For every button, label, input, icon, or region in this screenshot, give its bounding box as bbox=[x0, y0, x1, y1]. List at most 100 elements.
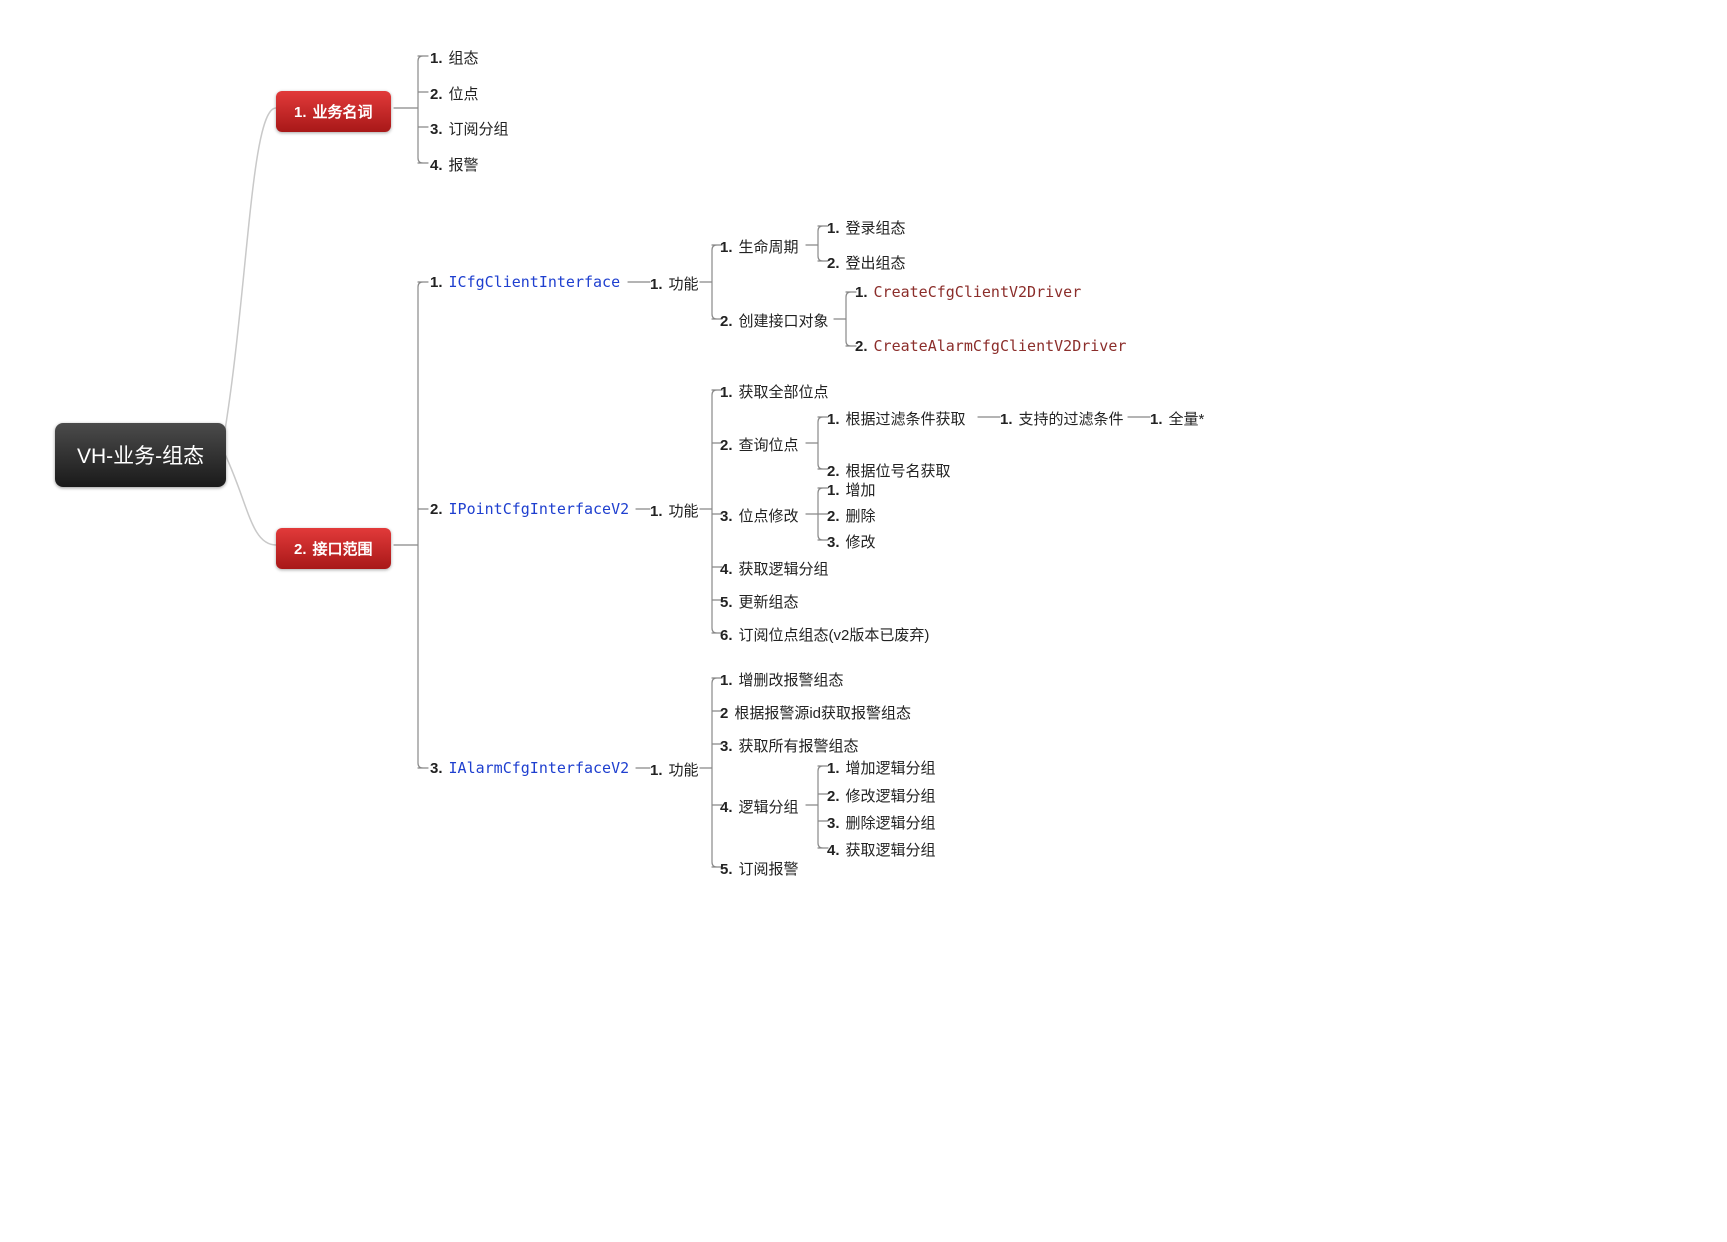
node-p2a: 1. 根据过滤条件获取 bbox=[827, 408, 966, 429]
node-p2b: 2. 根据位号名获取 bbox=[827, 460, 951, 481]
node-if2f: 1.功能 bbox=[650, 500, 699, 521]
node-num-a4a: 1. bbox=[827, 760, 840, 777]
node-num-lc: 1. bbox=[720, 239, 733, 256]
node-label-p6: 订阅位点组态(v2版本已废弃) bbox=[739, 627, 930, 644]
node-num-a4c: 3. bbox=[827, 815, 840, 832]
node-p2a1a: 1. 全量* bbox=[1150, 408, 1204, 429]
node-num-a2: 2 bbox=[720, 705, 728, 722]
node-label-p4: 获取逻辑分组 bbox=[739, 561, 829, 578]
node-label-lc2: 登出组态 bbox=[846, 255, 906, 272]
node-num-p5: 5. bbox=[720, 594, 733, 611]
node-num-p2a1: 1. bbox=[1000, 411, 1013, 428]
node-num-b2: 2. bbox=[294, 541, 307, 558]
bracket bbox=[394, 56, 428, 163]
node-num-a4d: 4. bbox=[827, 842, 840, 859]
node-label-b1c3: 订阅分组 bbox=[449, 121, 509, 138]
curve-root_out-b1_in bbox=[222, 108, 276, 448]
node-root: VH-业务-组态 bbox=[55, 423, 226, 487]
node-lc1: 1. 登录组态 bbox=[827, 217, 906, 238]
node-p5: 5.更新组态 bbox=[720, 591, 799, 612]
node-num-p3: 3. bbox=[720, 508, 733, 525]
connectors-layer bbox=[0, 0, 1727, 1242]
node-label-p3c: 修改 bbox=[846, 534, 876, 551]
node-num-a5: 5. bbox=[720, 861, 733, 878]
node-label-p3b: 删除 bbox=[846, 508, 876, 525]
node-num-cobj: 2. bbox=[720, 313, 733, 330]
bracket bbox=[700, 390, 722, 633]
node-num-if1f: 1. bbox=[650, 276, 663, 293]
node-a5: 5.订阅报警 bbox=[720, 858, 799, 879]
node-if1: 1. ICfgClientInterface bbox=[430, 273, 620, 291]
node-label-b1c4: 报警 bbox=[449, 157, 479, 174]
bracket bbox=[700, 678, 722, 867]
node-num-a4: 4. bbox=[720, 799, 733, 816]
node-p3a: 1.增加 bbox=[827, 479, 876, 500]
node-label-p2a1: 支持的过滤条件 bbox=[1019, 411, 1124, 428]
bracket bbox=[806, 226, 828, 261]
node-num-p1: 1. bbox=[720, 384, 733, 401]
node-label-co1: CreateCfgClientV2Driver bbox=[874, 283, 1082, 301]
node-a4b: 2.修改逻辑分组 bbox=[827, 785, 936, 806]
node-a3: 3. 获取所有报警组态 bbox=[720, 735, 859, 756]
node-num-b1c1: 1. bbox=[430, 50, 443, 67]
bracket bbox=[806, 766, 828, 848]
node-b1c3: 3. 订阅分组 bbox=[430, 118, 509, 139]
node-num-if2: 2. bbox=[430, 501, 443, 518]
bracket bbox=[394, 282, 428, 768]
node-a2: 2 根据报警源id获取报警组态 bbox=[720, 702, 911, 723]
node-label-lc1: 登录组态 bbox=[846, 220, 906, 237]
node-label-if2f: 功能 bbox=[669, 503, 699, 520]
node-num-a1: 1. bbox=[720, 672, 733, 689]
node-num-p4: 4. bbox=[720, 561, 733, 578]
node-label-if1: ICfgClientInterface bbox=[449, 273, 621, 291]
node-num-p2a1a: 1. bbox=[1150, 411, 1163, 428]
node-label-p3: 位点修改 bbox=[739, 508, 799, 525]
node-label-a3: 获取所有报警组态 bbox=[739, 738, 859, 755]
node-num-p3c: 3. bbox=[827, 534, 840, 551]
node-label-b2: 接口范围 bbox=[313, 541, 373, 558]
node-cobj: 2.创建接口对象 bbox=[720, 310, 829, 331]
node-num-b1: 1. bbox=[294, 104, 307, 121]
node-label-p2a: 根据过滤条件获取 bbox=[846, 411, 966, 428]
node-num-p2: 2. bbox=[720, 437, 733, 454]
node-num-if3f: 1. bbox=[650, 762, 663, 779]
node-label-a4b: 修改逻辑分组 bbox=[846, 788, 936, 805]
node-num-a3: 3. bbox=[720, 738, 733, 755]
node-label-lc: 生命周期 bbox=[739, 239, 799, 256]
node-num-lc2: 2. bbox=[827, 255, 840, 272]
node-p3b: 2.删除 bbox=[827, 505, 876, 526]
node-label-p1: 获取全部位点 bbox=[739, 384, 829, 401]
node-label-p2a1a: 全量* bbox=[1169, 411, 1205, 428]
node-num-b1c3: 3. bbox=[430, 121, 443, 138]
node-a4c: 3. 删除逻辑分组 bbox=[827, 812, 936, 833]
node-label-if1f: 功能 bbox=[669, 276, 699, 293]
node-if3f: 1. 功能 bbox=[650, 759, 699, 780]
node-a4: 4. 逻辑分组 bbox=[720, 796, 799, 817]
bracket bbox=[834, 292, 856, 346]
node-label-if3f: 功能 bbox=[669, 762, 699, 779]
node-label-co2: CreateAlarmCfgClientV2Driver bbox=[874, 337, 1127, 355]
node-label-p2b: 根据位号名获取 bbox=[846, 463, 951, 480]
node-p2: 2.查询位点 bbox=[720, 434, 799, 455]
node-if2: 2. IPointCfgInterfaceV2 bbox=[430, 500, 629, 518]
node-lc2: 2. 登出组态 bbox=[827, 252, 906, 273]
node-p6: 6.订阅位点组态(v2版本已废弃) bbox=[720, 624, 929, 645]
node-label-p3a: 增加 bbox=[846, 482, 876, 499]
node-num-if1: 1. bbox=[430, 274, 443, 291]
node-p1: 1. 获取全部位点 bbox=[720, 381, 829, 402]
node-num-lc1: 1. bbox=[827, 220, 840, 237]
node-label-a4: 逻辑分组 bbox=[739, 799, 799, 816]
curve-root_out-b2_in bbox=[222, 448, 276, 545]
node-num-p2b: 2. bbox=[827, 463, 840, 480]
node-label-a2: 根据报警源id获取报警组态 bbox=[734, 705, 911, 722]
node-label-root: VH-业务-组态 bbox=[77, 445, 204, 468]
node-label-if2: IPointCfgInterfaceV2 bbox=[449, 500, 630, 518]
node-num-p2a: 1. bbox=[827, 411, 840, 428]
node-co2: 2.CreateAlarmCfgClientV2Driver bbox=[855, 337, 1126, 355]
node-a4d: 4.获取逻辑分组 bbox=[827, 839, 936, 860]
node-label-b1c2: 位点 bbox=[449, 86, 479, 103]
node-label-a4c: 删除逻辑分组 bbox=[846, 815, 936, 832]
node-num-if3: 3. bbox=[430, 760, 443, 777]
node-p3: 3. 位点修改 bbox=[720, 505, 799, 526]
node-p3c: 3. 修改 bbox=[827, 531, 876, 552]
